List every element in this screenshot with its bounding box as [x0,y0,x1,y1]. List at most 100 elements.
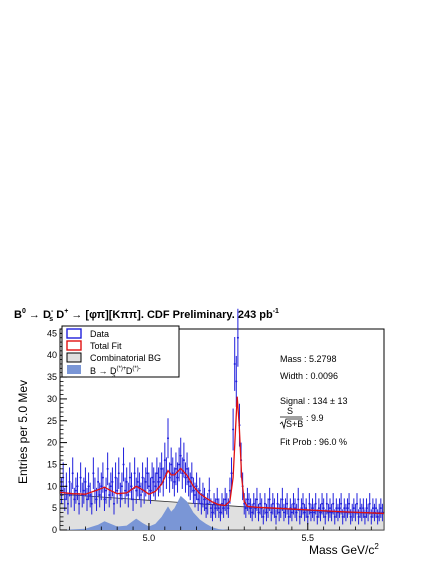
data-marker [228,489,231,492]
data-marker [335,507,338,510]
data-point [163,442,166,478]
data-point [222,498,225,518]
data-marker [147,485,150,488]
data-marker [268,498,271,501]
data-marker [329,507,331,510]
data-marker [128,476,131,479]
y-tick-label: 5 [52,503,57,513]
data-point [78,493,81,515]
data-marker [363,515,366,518]
data-marker [368,502,371,505]
data-point [281,487,284,511]
data-marker [154,485,157,488]
data-point [124,477,127,504]
data-marker [108,494,111,497]
data-point [103,487,106,511]
data-point [375,498,378,518]
data-marker [236,336,239,339]
data-point [135,477,138,504]
data-point [160,452,163,486]
data-marker [322,507,325,510]
data-marker [300,507,303,510]
data-point [217,498,220,518]
data-point [108,482,111,508]
data-marker [200,502,203,505]
data-marker [168,476,171,479]
data-marker [98,494,101,497]
data-point [74,477,77,504]
data-point [379,498,382,518]
stat-width: Width : 0.0096 [280,371,338,381]
x-axis-label: Mass GeV/c2 [309,542,379,557]
data-marker [205,507,208,510]
data-marker [309,511,312,514]
data-marker [325,502,328,505]
data-marker [92,472,95,475]
data-point [230,457,233,489]
data-marker [113,502,115,505]
data-point [116,477,119,504]
y-tick-label: 40 [47,350,57,360]
data-marker [317,507,320,510]
data-point [348,493,351,515]
data-point [246,487,249,511]
data-marker [144,480,147,483]
data-point [268,487,271,511]
data-marker [198,489,201,492]
stat-mass: Mass : 5.2798 [280,354,337,364]
data-marker [157,480,160,483]
data-point [146,457,149,489]
data-marker [141,476,144,479]
data-point [200,493,203,515]
data-marker [135,489,138,492]
data-marker [197,498,200,501]
data-point [206,493,209,515]
data-point [120,472,123,501]
data-point [330,503,333,522]
data-point [306,509,309,525]
data-point [92,457,95,489]
data-marker [149,489,152,492]
data-marker [155,472,158,475]
data-point [259,493,262,515]
data-point [157,467,160,497]
data-point [316,509,319,525]
data-point [181,457,184,489]
data-point [114,462,117,493]
legend-fit-label: Total Fit [90,341,122,351]
data-point [205,498,208,518]
data-marker [208,489,211,492]
data-point [356,493,358,515]
data-point [249,498,252,518]
data-marker [348,502,351,505]
data-point [71,457,74,489]
data-point [128,462,131,493]
data-marker [127,494,130,497]
data-point [257,503,260,522]
data-point [76,472,79,501]
data-point [221,493,223,515]
data-marker [311,507,314,510]
legend-data-swatch [66,328,82,339]
data-marker [255,498,258,501]
legend-comb-swatch [66,352,82,363]
data-marker [252,502,255,505]
data-point [195,472,198,501]
data-marker [343,507,346,510]
data-marker [79,476,82,479]
data-marker [187,480,190,483]
data-marker [235,380,238,383]
data-marker [130,485,133,488]
data-point [219,503,222,522]
data-marker [119,494,122,497]
data-point [324,509,327,525]
data-marker [287,515,290,518]
data-point [68,467,71,497]
data-marker [182,459,185,462]
data-marker [95,498,98,501]
data-marker [219,511,222,514]
data-marker [316,515,319,518]
data-point [138,472,141,501]
data-point [86,487,88,511]
